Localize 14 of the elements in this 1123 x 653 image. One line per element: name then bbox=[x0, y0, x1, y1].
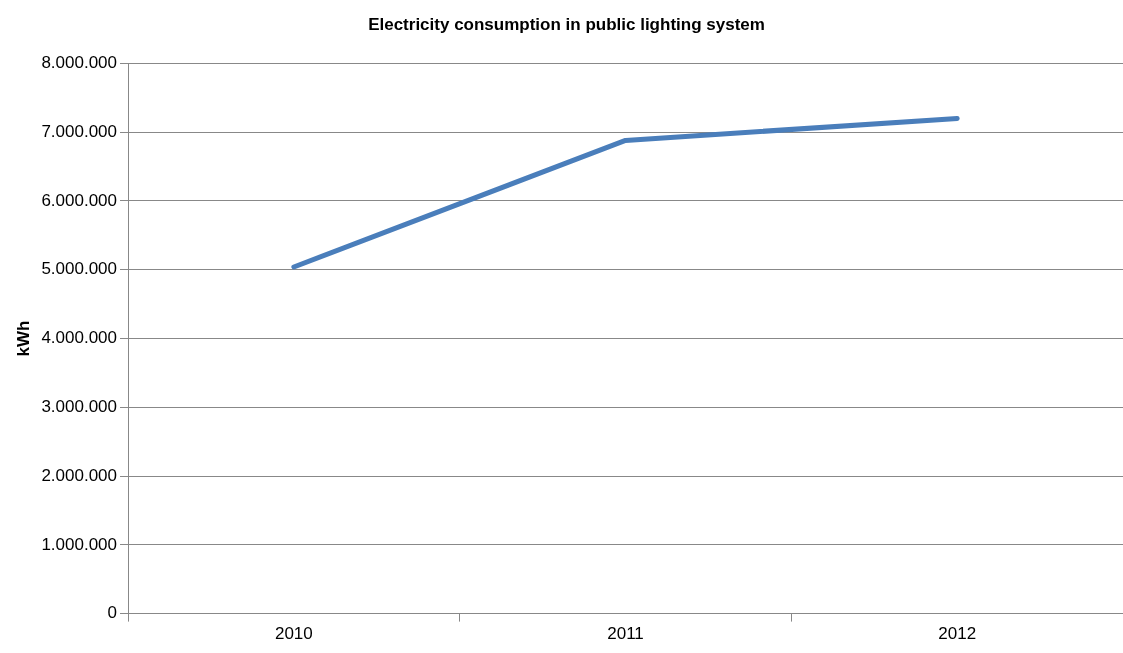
y-tick-label: 7.000.000 bbox=[41, 121, 118, 141]
y-tick-label: 3.000.000 bbox=[41, 396, 118, 416]
y-tick-label: 0 bbox=[107, 603, 118, 623]
y-tick-label: 8.000.000 bbox=[41, 53, 118, 73]
x-tick-label: 2011 bbox=[607, 624, 644, 644]
y-tick-label: 6.000.000 bbox=[41, 190, 118, 210]
y-tick-label: 4.000.000 bbox=[41, 328, 118, 348]
chart-title: Electricity consumption in public lighting system bbox=[368, 14, 765, 34]
x-tick-label: 2012 bbox=[938, 624, 977, 644]
y-axis-title: kWh bbox=[13, 320, 33, 357]
y-tick-label: 1.000.000 bbox=[41, 534, 118, 554]
y-tick-label: 2.000.000 bbox=[41, 465, 118, 485]
y-tick-label: 5.000.000 bbox=[41, 259, 118, 279]
x-tick-label: 2010 bbox=[274, 624, 313, 644]
